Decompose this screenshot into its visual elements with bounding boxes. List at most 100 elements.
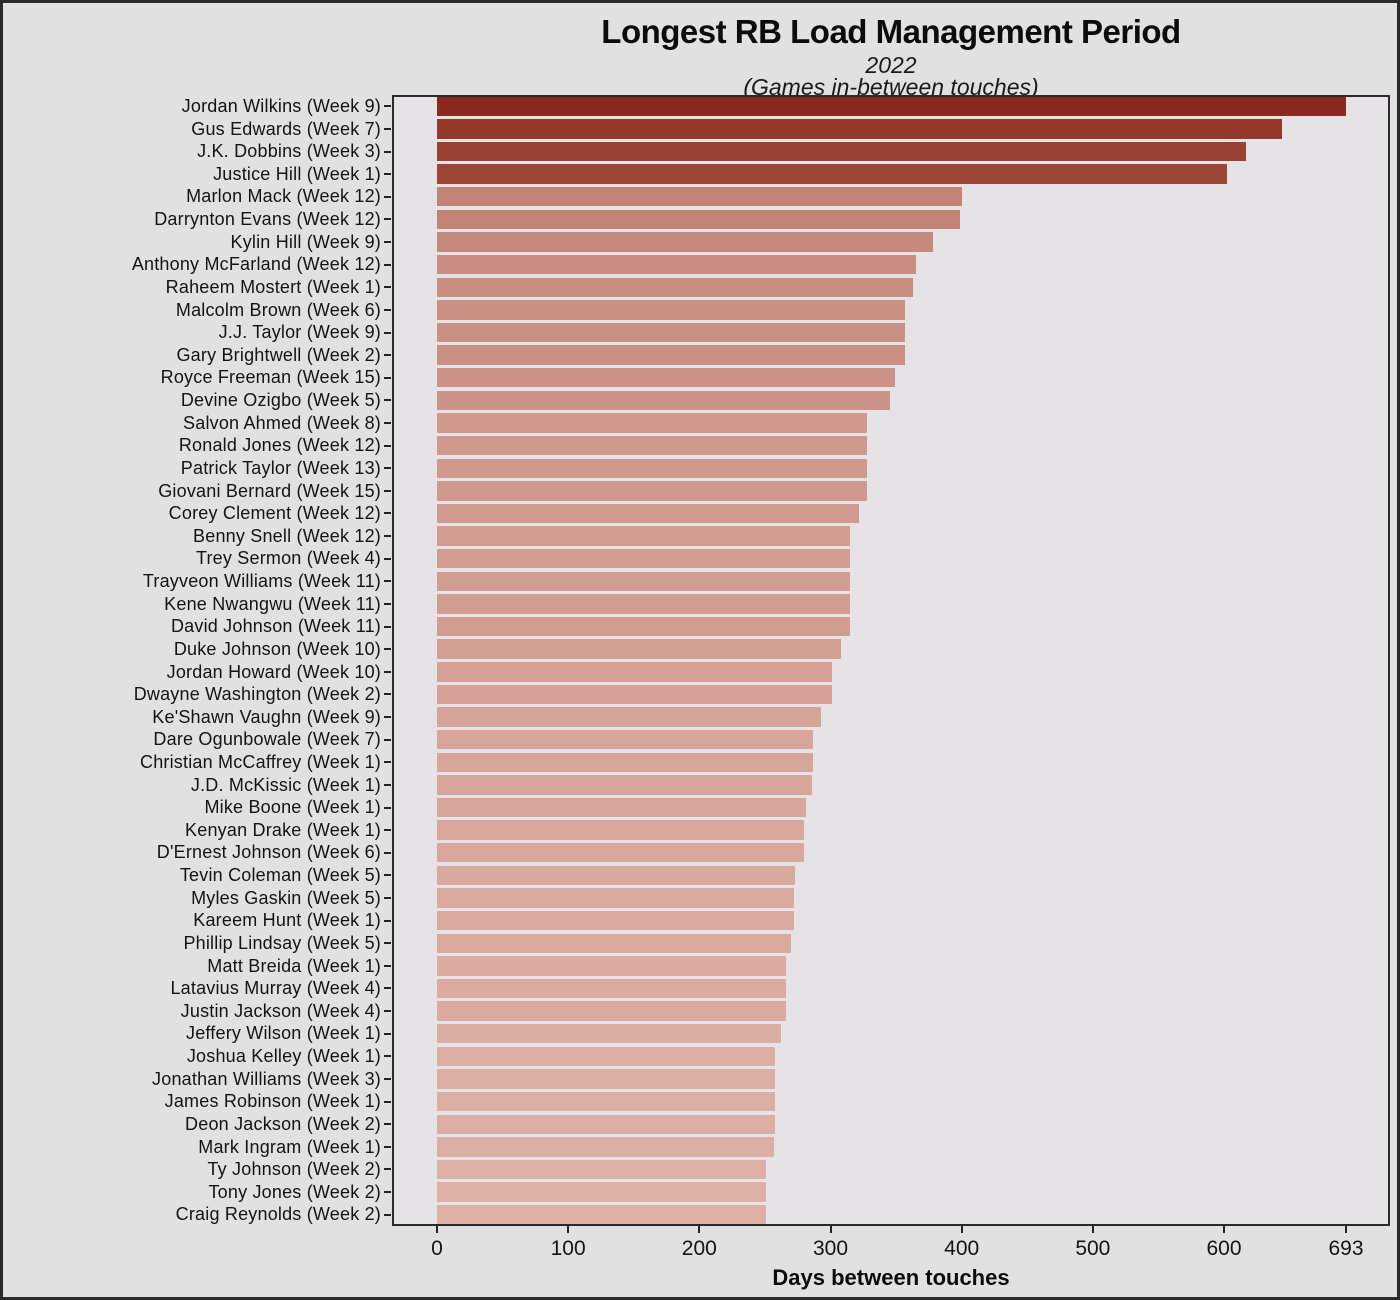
y-axis-label: Jordan Wilkins (Week 9) <box>181 96 381 116</box>
y-axis-tick-mark <box>384 127 391 130</box>
bar <box>437 752 814 772</box>
y-axis-label: Corey Clement (Week 12) <box>168 503 381 524</box>
y-axis-label: Jeffery Wilson (Week 1) <box>186 1023 381 1044</box>
x-axis-tick-label: 200 <box>681 1237 717 1260</box>
bar <box>437 571 851 592</box>
x-axis-tick-label: 100 <box>550 1237 586 1260</box>
bar <box>437 888 794 908</box>
y-axis-label: Kylin Hill (Week 9) <box>230 231 381 252</box>
x-axis-tick-mark <box>567 1226 570 1233</box>
bar <box>437 481 868 501</box>
bar <box>437 594 851 614</box>
bar <box>437 549 851 569</box>
bar <box>437 526 851 546</box>
y-axis-tick-mark <box>384 1077 391 1080</box>
bar <box>437 322 906 343</box>
bar <box>437 956 786 976</box>
y-axis-tick-mark <box>384 331 391 334</box>
bar <box>437 141 1247 162</box>
y-axis-tick-mark <box>384 195 391 198</box>
y-axis-label: Kene Nwangwu (Week 11) <box>164 593 381 614</box>
y-axis-tick-mark <box>384 535 391 538</box>
bar <box>437 662 832 682</box>
y-axis-tick-mark <box>384 105 391 108</box>
y-axis-label: Benny Snell (Week 12) <box>193 525 381 546</box>
bar <box>437 254 916 275</box>
bar <box>437 933 792 953</box>
y-axis-tick-mark <box>384 1055 391 1058</box>
x-axis-tick-mark <box>1091 1226 1094 1233</box>
y-axis-label: Deon Jackson (Week 2) <box>185 1113 381 1134</box>
y-axis-tick-mark <box>384 1010 391 1013</box>
bar <box>437 684 832 705</box>
y-axis-tick-mark <box>384 851 391 854</box>
y-axis-label: Kareem Hunt (Week 1) <box>193 910 381 931</box>
y-axis-label: James Robinson (Week 1) <box>164 1091 381 1112</box>
bar <box>437 458 868 478</box>
y-axis-label: Ronald Jones (Week 12) <box>178 435 381 456</box>
y-axis-label: J.K. Dobbins (Week 3) <box>197 141 381 162</box>
y-axis-tick-mark <box>384 761 391 764</box>
y-axis-label: Ty Johnson (Week 2) <box>207 1159 381 1180</box>
y-axis-label: Ke'Shawn Vaughn (Week 9) <box>152 706 381 727</box>
bar <box>437 345 906 365</box>
y-axis-label: Anthony McFarland (Week 12) <box>131 254 381 275</box>
x-axis-tick-mark <box>829 1226 832 1233</box>
y-axis-label: Latavius Murray (Week 4) <box>170 978 381 999</box>
y-axis-label: Royce Freeman (Week 15) <box>160 367 381 388</box>
bar <box>437 209 961 230</box>
y-axis-tick-mark <box>384 874 391 877</box>
bar <box>437 435 868 456</box>
y-axis-label: J.D. McKissic (Week 1) <box>190 774 381 795</box>
bar <box>437 865 796 886</box>
x-axis-tick-label: 300 <box>812 1237 849 1260</box>
y-axis-tick-mark <box>384 919 391 922</box>
x-axis-title: Days between touches <box>772 1265 1010 1290</box>
bar <box>437 119 1282 139</box>
x-axis-tick-mark <box>698 1226 701 1233</box>
y-axis-label: Myles Gaskin (Week 5) <box>191 887 381 908</box>
y-axis-tick-mark <box>384 602 391 605</box>
y-axis-tick-mark <box>384 1032 391 1035</box>
y-axis-label: Joshua Kelley (Week 1) <box>186 1046 381 1067</box>
x-axis-tick-mark <box>436 1226 438 1233</box>
bar <box>437 729 814 750</box>
y-axis-tick-mark <box>384 263 391 266</box>
x-axis-tick-label: 400 <box>944 1237 980 1260</box>
y-axis-label: Gus Edwards (Week 7) <box>191 118 381 139</box>
y-axis-tick-mark <box>384 1213 391 1216</box>
y-axis-tick-mark <box>384 150 391 153</box>
y-axis-label: Justice Hill (Week 1) <box>213 163 381 184</box>
y-axis-label: Darrynton Evans (Week 12) <box>154 209 381 230</box>
y-axis-label: Raheem Mostert (Week 1) <box>165 276 381 297</box>
y-axis-label: Gary Brightwell (Week 2) <box>176 344 381 365</box>
y-axis-tick-mark <box>384 467 391 470</box>
y-axis-tick-mark <box>384 1145 391 1148</box>
y-axis-tick-mark <box>384 783 391 786</box>
bar <box>437 910 794 931</box>
bar <box>437 503 860 524</box>
y-axis-tick-mark <box>384 489 391 492</box>
y-axis-label: Marlon Mack (Week 12) <box>186 186 381 207</box>
y-axis-tick-mark <box>384 738 391 741</box>
y-axis-label: Mark Ingram (Week 1) <box>198 1136 381 1157</box>
y-axis-label: Phillip Lindsay (Week 5) <box>183 932 381 953</box>
y-axis-tick-mark <box>384 421 391 424</box>
y-axis-tick-mark <box>384 376 391 379</box>
bar <box>437 1069 776 1089</box>
y-axis-tick-mark <box>384 286 391 289</box>
bar <box>437 277 914 297</box>
y-axis-label: Jordan Howard (Week 10) <box>166 661 381 682</box>
bar <box>437 1114 776 1134</box>
y-axis-tick-mark <box>384 399 391 402</box>
y-axis-label: Salvon Ahmed (Week 8) <box>183 412 381 433</box>
bar <box>437 616 851 637</box>
y-axis-tick-mark <box>384 648 391 651</box>
y-axis-label: Patrick Taylor (Week 13) <box>180 457 381 478</box>
y-axis-label: Matt Breida (Week 1) <box>207 955 381 976</box>
bar <box>437 1024 781 1044</box>
y-axis-label: D'Ernest Johnson (Week 6) <box>156 842 381 863</box>
y-axis-tick-mark <box>384 444 391 447</box>
y-axis-label: Kenyan Drake (Week 1) <box>185 819 381 840</box>
bar <box>437 797 806 818</box>
